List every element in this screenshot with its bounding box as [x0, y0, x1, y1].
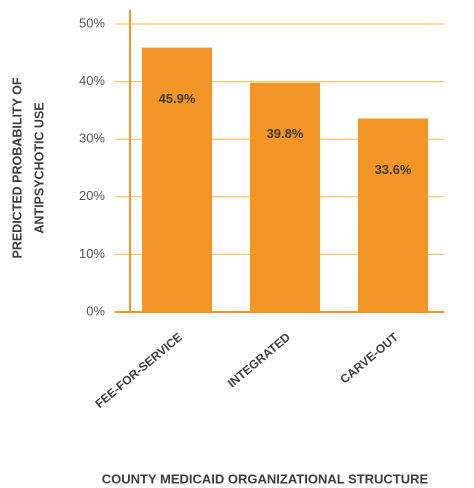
y-axis-label: PREDICTED PROBABILITY OF	[10, 77, 24, 258]
bar	[142, 47, 212, 313]
value-label: 39.8%	[267, 126, 304, 141]
value-label: 45.9%	[159, 91, 196, 106]
x-tick-label: CARVE-OUT	[337, 330, 401, 387]
y-axis-label: ANTIPSYCHOTIC USE	[32, 102, 46, 233]
y-tick-label: 40%	[79, 73, 105, 88]
value-label: 33.6%	[375, 162, 412, 177]
bar	[358, 118, 428, 313]
y-tick-label: 20%	[79, 188, 105, 203]
y-tick-label: 50%	[79, 15, 105, 30]
y-tick-label: 10%	[79, 246, 105, 261]
y-tick-label: 30%	[79, 131, 105, 146]
bar	[250, 82, 320, 312]
x-axis-label: COUNTY MEDICAID ORGANIZATIONAL STRUCTURE	[102, 471, 429, 486]
x-tick-label: FEE-FOR-SERVICE	[92, 330, 185, 411]
x-tick-label: INTEGRATED	[225, 330, 293, 391]
y-tick-label: 0%	[86, 303, 105, 318]
